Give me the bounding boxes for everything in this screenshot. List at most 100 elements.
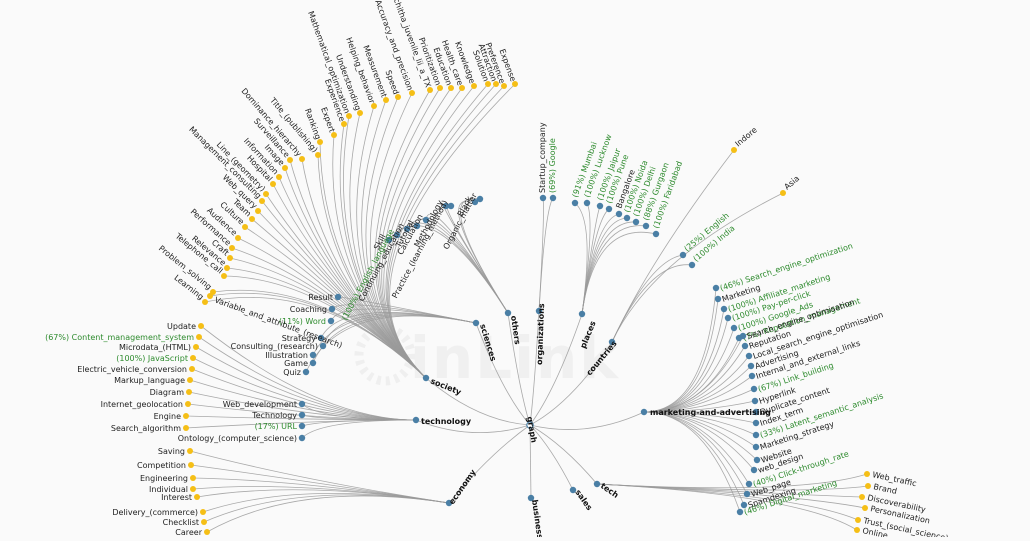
topic-node[interactable] [309,359,317,367]
topic-node[interactable] [327,317,335,325]
category-node[interactable] [578,310,586,318]
topic-node[interactable] [235,235,241,241]
topic-node[interactable] [615,210,623,218]
topic-node[interactable] [221,273,227,279]
topic-node[interactable] [745,480,753,488]
topic-node[interactable] [276,174,282,180]
topic-node[interactable] [865,483,871,489]
topic-node[interactable] [204,529,210,535]
topic-node[interactable] [739,332,747,340]
topic-node[interactable] [298,411,306,419]
topic-node[interactable] [186,389,192,395]
topic-node[interactable] [319,342,327,350]
topic-node[interactable] [395,94,401,100]
topic-node[interactable] [730,324,738,332]
topic-node[interactable] [187,377,193,383]
topic-node[interactable] [259,198,265,204]
topic-node[interactable] [571,199,579,207]
topic-node[interactable] [393,231,401,239]
topic-node[interactable] [371,103,377,109]
topic-node[interactable] [471,198,479,206]
topic-node[interactable] [623,214,631,222]
topic-node[interactable] [315,152,321,158]
topic-node[interactable] [422,216,430,224]
category-node[interactable] [593,480,601,488]
topic-node[interactable] [196,334,202,340]
category-node[interactable] [535,307,543,315]
topic-node[interactable] [859,494,865,500]
topic-node[interactable] [317,139,323,145]
topic-node[interactable] [185,401,191,407]
topic-node[interactable] [605,205,613,213]
topic-node[interactable] [207,293,213,299]
topic-node[interactable] [642,222,650,230]
topic-node[interactable] [448,85,454,91]
topic-node[interactable] [752,419,760,427]
topic-node[interactable] [298,434,306,442]
topic-node[interactable] [317,334,325,342]
topic-node[interactable] [194,494,200,500]
topic-node[interactable] [385,236,393,244]
topic-node[interactable] [864,471,870,477]
topic-node[interactable] [549,194,557,202]
topic-node[interactable] [201,519,207,525]
category-node[interactable] [527,494,535,502]
category-node[interactable] [640,408,648,416]
category-node[interactable] [608,338,616,346]
topic-node[interactable] [862,505,868,511]
topic-node[interactable] [427,87,433,93]
topic-node[interactable] [747,362,755,370]
topic-node[interactable] [242,224,248,230]
topic-node[interactable] [632,218,640,226]
topic-node[interactable] [485,81,491,87]
topic-node[interactable] [512,81,518,87]
topic-node[interactable] [752,431,760,439]
topic-node[interactable] [341,121,347,127]
topic-node[interactable] [190,355,196,361]
topic-node[interactable] [442,202,450,210]
topic-node[interactable] [193,344,199,350]
topic-node[interactable] [652,230,660,238]
topic-node[interactable] [736,508,744,516]
topic-node[interactable] [743,490,751,498]
topic-node[interactable] [309,351,317,359]
category-node[interactable] [504,309,512,317]
category-node[interactable] [412,416,420,424]
topic-node[interactable] [346,113,352,119]
topic-node[interactable] [249,216,255,222]
topic-node[interactable] [270,181,276,187]
root-node[interactable] [526,421,534,429]
topic-node[interactable] [753,456,761,464]
topic-node[interactable] [493,81,499,87]
topic-node[interactable] [780,190,786,196]
topic-node[interactable] [299,156,305,162]
topic-node[interactable] [227,255,233,261]
topic-node[interactable] [720,305,728,313]
topic-node[interactable] [750,385,758,393]
topic-node[interactable] [741,342,749,350]
topic-node[interactable] [539,194,547,202]
topic-node[interactable] [714,295,722,303]
topic-node[interactable] [745,352,753,360]
topic-node[interactable] [334,293,342,301]
topic-node[interactable] [688,261,696,269]
topic-node[interactable] [748,372,756,380]
topic-node[interactable] [583,199,591,207]
topic-node[interactable] [200,509,206,515]
topic-node[interactable] [854,527,860,533]
category-node[interactable] [569,486,577,494]
topic-node[interactable] [409,90,415,96]
topic-node[interactable] [302,368,310,376]
topic-node[interactable] [437,85,443,91]
topic-node[interactable] [413,222,421,230]
category-node[interactable] [445,499,453,507]
topic-node[interactable] [447,202,455,210]
topic-node[interactable] [229,245,235,251]
topic-node[interactable] [383,97,389,103]
topic-node[interactable] [282,165,288,171]
topic-node[interactable] [287,157,293,163]
topic-node[interactable] [331,132,337,138]
topic-node[interactable] [596,202,604,210]
topic-node[interactable] [190,486,196,492]
topic-node[interactable] [263,191,269,197]
